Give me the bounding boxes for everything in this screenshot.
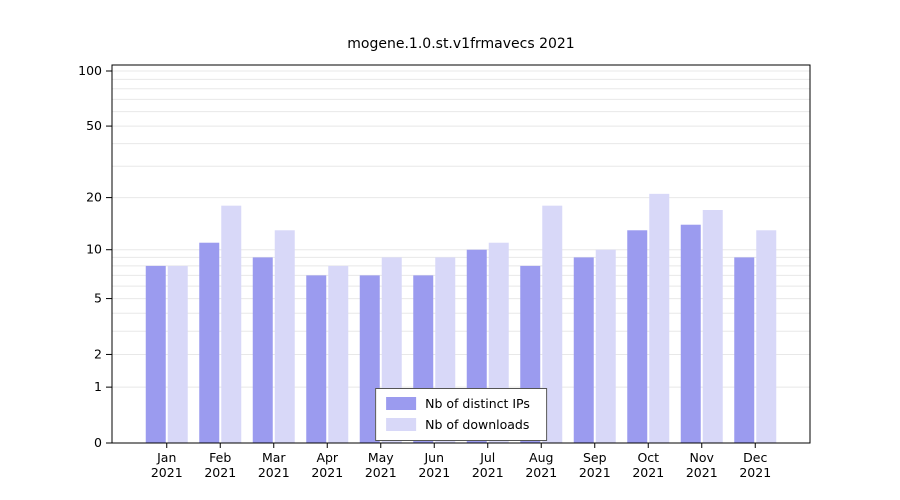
bar-distinct-ips [252,257,273,443]
x-tick-label-year: 2021 [579,465,611,480]
y-tick-label: 50 [86,118,102,133]
bar-downloads [542,205,563,443]
bar-distinct-ips [145,265,166,443]
legend-label-distinct-ips: Nb of distinct IPs [425,396,530,411]
bar-downloads [702,210,723,443]
x-tick-label-year: 2021 [151,465,183,480]
x-tick-label-year: 2021 [739,465,771,480]
x-tick-label-year: 2021 [311,465,343,480]
y-tick-label: 0 [94,435,102,450]
x-tick-label-month: Nov [690,450,715,465]
legend-item-downloads: Nb of downloads [386,417,530,432]
x-tick-label-year: 2021 [258,465,290,480]
legend-swatch-distinct-ips [386,397,417,410]
x-tick-label-month: Dec [743,450,767,465]
y-tick-label: 2 [94,346,102,361]
legend-item-distinct-ips: Nb of distinct IPs [386,396,530,411]
legend-swatch-downloads [386,418,417,431]
bar-distinct-ips [627,230,648,443]
bar-downloads [649,193,670,443]
bar-downloads [595,249,616,443]
x-tick-label-month: Feb [209,450,231,465]
x-tick-label-month: Apr [316,450,338,465]
x-tick-label-month: Jan [156,450,176,465]
y-tick-label: 100 [78,63,102,78]
x-tick-label-year: 2021 [525,465,557,480]
bar-downloads [328,265,349,443]
chart-title: mogene.1.0.st.v1frmavecs 2021 [347,36,575,52]
y-tick-label: 10 [86,242,102,257]
y-tick-label: 5 [94,291,102,306]
bar-downloads [167,265,188,443]
x-tick-label-month: Mar [262,450,286,465]
y-tick-label: 1 [94,379,102,394]
x-tick-label-month: May [368,450,394,465]
x-tick-label-month: Oct [637,450,659,465]
x-tick-label-month: Jul [479,450,495,465]
bar-downloads [756,230,777,443]
bar-distinct-ips [680,224,701,443]
bar-distinct-ips [359,275,380,443]
x-tick-label-month: Jun [423,450,444,465]
bar-downloads [274,230,295,443]
x-tick-label-year: 2021 [204,465,236,480]
bar-distinct-ips [573,257,594,443]
bar-distinct-ips [306,275,327,443]
x-tick-label-year: 2021 [632,465,664,480]
x-tick-label-year: 2021 [418,465,450,480]
x-tick-label-month: Aug [529,450,553,465]
x-tick-label-month: Sep [583,450,607,465]
x-tick-label-year: 2021 [365,465,397,480]
bar-distinct-ips [199,242,220,443]
legend-label-downloads: Nb of downloads [425,417,530,432]
bar-distinct-ips [734,257,755,443]
plot-border [111,64,811,444]
x-tick-label-year: 2021 [686,465,718,480]
legend: Nb of distinct IPs Nb of downloads [375,388,547,441]
y-tick-label: 20 [86,190,102,205]
bar-downloads [221,205,242,443]
x-tick-label-year: 2021 [472,465,504,480]
